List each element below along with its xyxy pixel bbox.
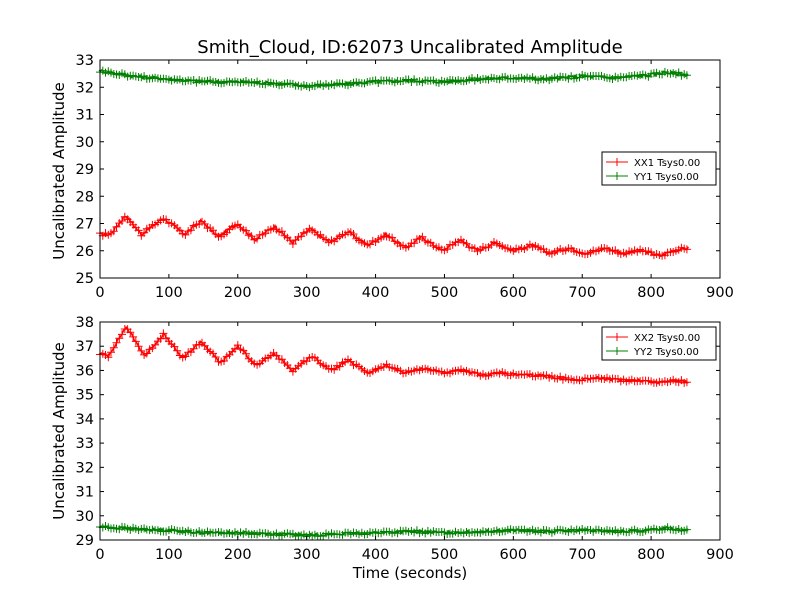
data-point-marker	[170, 342, 179, 351]
y-tick-label: 33	[76, 436, 94, 452]
x-tick-label: 700	[568, 285, 596, 301]
series-1-1	[96, 212, 691, 260]
legend: XX1 Tsys0.00 YY1 Tsys0.00	[601, 151, 717, 186]
data-point-marker	[134, 342, 143, 351]
x-tick-label: 200	[224, 285, 252, 301]
data-point-marker	[242, 226, 250, 235]
y-tick-label: 30	[76, 135, 94, 151]
y-tick-label: 33	[76, 53, 94, 69]
series-2-1	[96, 325, 691, 387]
data-point-marker	[682, 71, 691, 80]
legend: XX2 Tsys0.00 YY2 Tsys0.00	[601, 326, 717, 361]
x-tick-label: 400	[362, 547, 390, 563]
data-point-marker	[418, 232, 427, 241]
data-point-marker	[682, 245, 691, 254]
y-tick-label: 26	[76, 244, 94, 260]
top-y-axis-label: Uncalibrated Amplitude	[50, 82, 68, 259]
data-point-marker	[131, 337, 140, 346]
legend-marker	[613, 347, 621, 355]
data-point-marker	[220, 357, 228, 365]
plot-frame	[99, 321, 721, 541]
data-point-marker	[181, 352, 190, 361]
data-point-marker	[277, 227, 286, 236]
data-point-marker	[112, 338, 121, 347]
data-point-marker	[186, 226, 195, 235]
y-tick-label: 27	[76, 217, 94, 233]
legend-box	[601, 326, 717, 361]
data-point-marker	[330, 365, 339, 374]
bottom-x-axis-label: Time (seconds)	[352, 564, 468, 582]
x-tick-label: 0	[95, 285, 104, 301]
bottom-panel: 0 100 200 300 400 500 600 700 800 900 29 30 31 32 33 34…	[76, 315, 734, 563]
x-tick-label: 700	[568, 547, 596, 563]
x-tick-label: 100	[155, 285, 183, 301]
bottom-y-axis-label: Uncalibrated Amplitude	[50, 342, 68, 519]
x-tick-label: 300	[293, 285, 321, 301]
data-point-marker	[335, 362, 344, 371]
data-point-marker	[107, 348, 115, 357]
x-tick-label: 600	[499, 285, 527, 301]
legend-label: YY2 Tsys0.00	[633, 347, 699, 358]
y-tick-label: 30	[76, 509, 94, 525]
legend-label: YY1 Tsys0.00	[633, 172, 699, 183]
series-2-2	[96, 522, 691, 541]
x-tick-label: 500	[431, 547, 459, 563]
x-tick-label: 0	[95, 547, 104, 563]
y-tick-label: 32	[76, 80, 94, 96]
y-tick-label: 31	[76, 485, 94, 501]
data-point-marker	[443, 245, 452, 254]
series-1-2	[96, 66, 691, 92]
x-tick-label: 400	[362, 285, 390, 301]
x-tick-label: 600	[499, 547, 527, 563]
y-tick-label: 35	[76, 388, 94, 404]
x-tick-label: 300	[293, 547, 321, 563]
legend-marker	[613, 158, 621, 166]
y-tick-label: 28	[76, 189, 94, 205]
y-tick-label: 29	[76, 162, 94, 178]
legend-label: XX1 Tsys0.00	[634, 158, 700, 169]
data-point-marker	[233, 341, 242, 350]
data-point-marker	[200, 219, 209, 228]
data-point-marker	[126, 328, 135, 337]
data-point-marker	[682, 378, 691, 387]
data-point-marker	[118, 217, 126, 225]
data-point-marker	[129, 332, 138, 341]
data-point-marker	[109, 227, 118, 236]
y-tick-label: 25	[76, 271, 94, 287]
data-point-marker	[242, 349, 250, 358]
chart-title: Smith_Cloud, ID:62073 Uncalibrated Ampli…	[197, 37, 622, 58]
y-tick-label: 31	[76, 108, 94, 124]
y-tick-label: 36	[76, 363, 94, 379]
data-point-marker	[159, 329, 168, 338]
data-point-marker	[211, 353, 220, 361]
x-tick-label: 500	[431, 285, 459, 301]
data-point-marker	[104, 353, 113, 362]
x-tick-label: 200	[224, 547, 252, 563]
data-point-marker	[134, 226, 143, 235]
data-point-marker	[118, 330, 126, 339]
data-point-marker	[142, 349, 151, 358]
data-point-marker	[349, 230, 358, 238]
x-tick-label: 900	[706, 285, 734, 301]
legend-label: XX2 Tsys0.00	[634, 333, 700, 344]
data-point-marker	[109, 343, 118, 352]
x-tick-label: 800	[637, 285, 665, 301]
y-tick-label: 29	[76, 533, 94, 549]
legend-box	[601, 151, 717, 186]
y-tick-label: 34	[76, 412, 94, 428]
x-tick-label: 900	[706, 547, 734, 563]
y-tick-label: 32	[76, 460, 94, 476]
data-point-marker	[682, 525, 691, 534]
x-tick-label: 800	[637, 547, 665, 563]
data-point-marker	[173, 346, 182, 355]
top-panel: 0 100 200 300 400 500 600 700 800 900 25 26 27 28 29 30…	[76, 53, 734, 301]
y-tick-label: 38	[76, 315, 94, 331]
x-tick-label: 100	[155, 547, 183, 563]
legend-marker	[613, 333, 621, 341]
y-tick-label: 37	[76, 339, 94, 355]
legend-marker	[613, 172, 621, 180]
